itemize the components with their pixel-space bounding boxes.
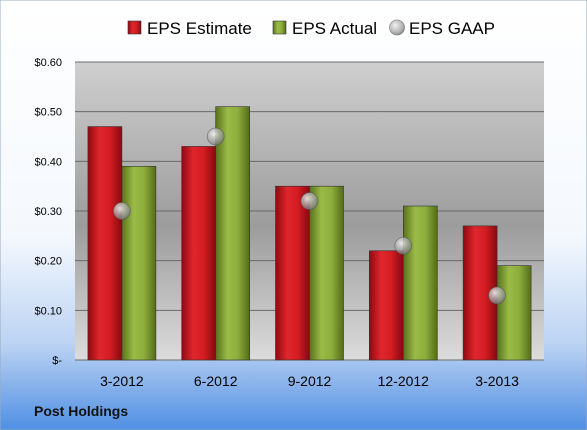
legend-swatch <box>272 20 287 35</box>
bar-eps-estimate <box>275 185 310 361</box>
point-eps-gaap <box>488 286 507 305</box>
bar-eps-estimate <box>368 250 404 361</box>
bar-eps-actual <box>309 185 344 361</box>
bar-eps-actual <box>215 106 250 361</box>
point-eps-gaap <box>113 202 131 220</box>
y-tick-label: $0.20 <box>34 256 62 268</box>
bar-eps-estimate <box>181 146 216 361</box>
bar-eps-actual <box>402 205 438 361</box>
legend-swatch <box>127 20 142 35</box>
point-eps-gaap <box>394 236 413 255</box>
gaap-points <box>113 127 507 305</box>
point-eps-gaap <box>206 127 225 146</box>
point-eps-gaap <box>300 192 319 210</box>
x-tick-label: 3-2012 <box>100 373 144 389</box>
legend-label: EPS Actual <box>292 19 377 38</box>
bars <box>87 106 532 361</box>
legend: EPS Estimate EPS Actual EPS GAAP <box>127 19 495 38</box>
bar-eps-estimate <box>87 126 123 361</box>
x-tick-label: 12-2012 <box>378 373 430 389</box>
legend-swatch <box>389 19 405 36</box>
company-name: Post Holdings <box>34 403 128 419</box>
bar-eps-actual <box>496 265 532 361</box>
x-axis-ticks: 3-2012 6-2012 9-2012 12-2012 3-2013 <box>100 373 519 389</box>
x-tick-label: 6-2012 <box>194 373 238 389</box>
x-tick-label: 3-2013 <box>475 373 519 389</box>
y-tick-label: $0.40 <box>34 156 62 168</box>
y-tick-label: $0.50 <box>34 107 62 119</box>
y-tick-label: $- <box>52 355 62 367</box>
legend-label: EPS Estimate <box>147 19 252 38</box>
x-tick-label: 9-2012 <box>288 373 332 389</box>
bar-eps-actual <box>121 166 157 361</box>
y-tick-label: $0.10 <box>34 305 62 317</box>
y-tick-label: $0.60 <box>34 57 62 69</box>
y-tick-label: $0.30 <box>34 206 62 218</box>
y-axis-ticks: $- $0.10 $0.20 $0.30 $0.40 $0.50 $0.60 <box>34 57 62 367</box>
legend-label: EPS GAAP <box>409 19 495 38</box>
